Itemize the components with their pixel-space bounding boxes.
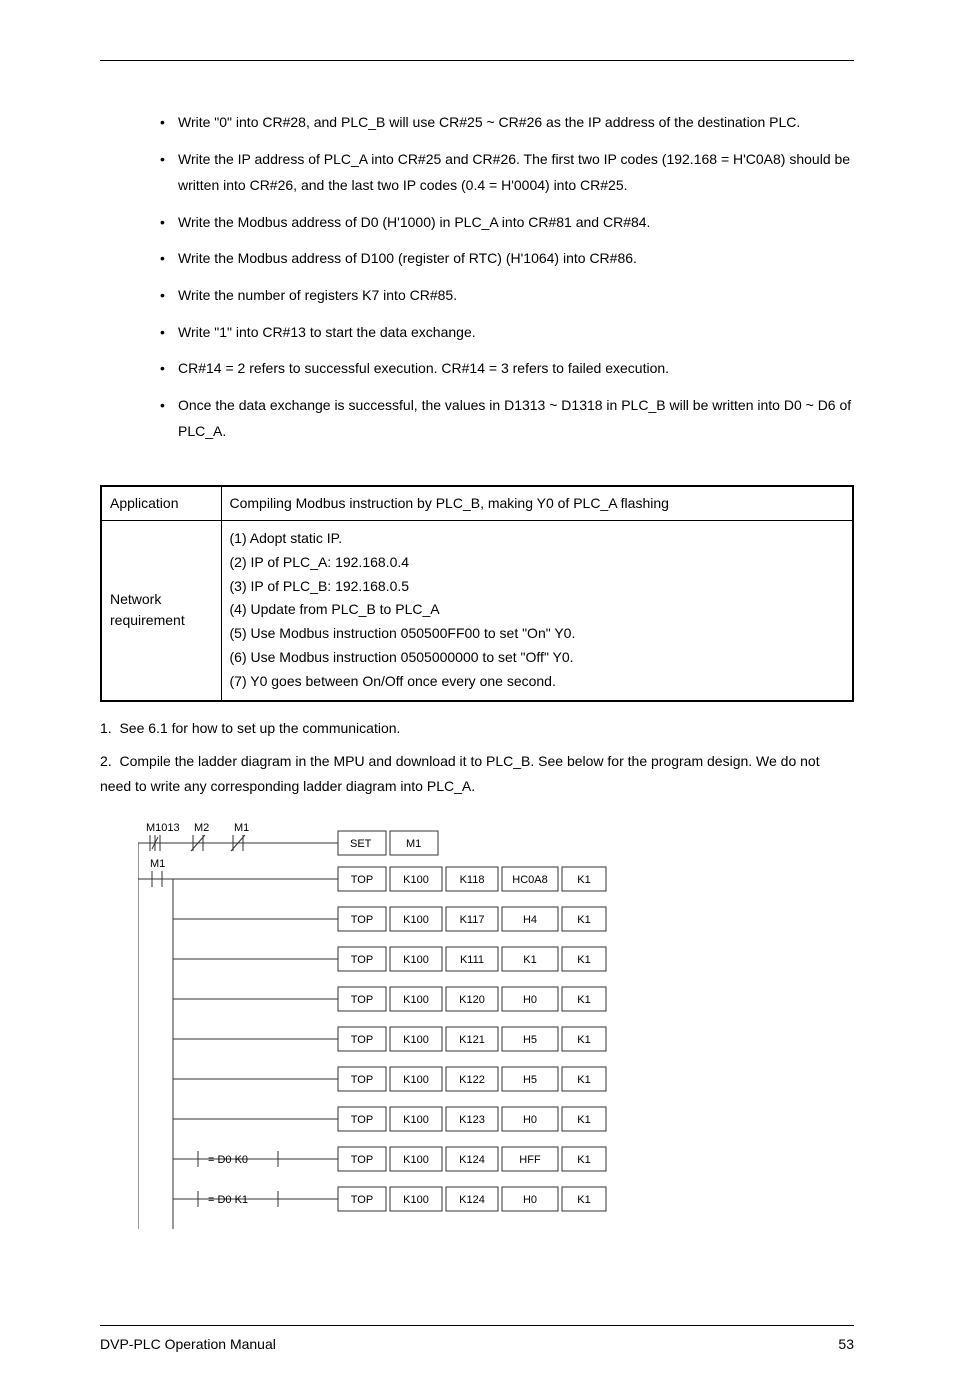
ladder-cell-text: K1 — [577, 954, 590, 966]
req-line: (6) Use Modbus instruction 0505000000 to… — [230, 646, 845, 670]
ladder-cell-text: K123 — [459, 1114, 485, 1126]
footer-left: DVP-PLC Operation Manual — [100, 1334, 276, 1355]
ladder-cell-text: K124 — [459, 1194, 485, 1206]
cell-application-label: Application — [101, 486, 221, 521]
ladder-cell-text: K100 — [403, 1034, 429, 1046]
ladder-cell-text: K122 — [459, 1074, 485, 1086]
ladder-cell-text: TOP — [351, 1154, 373, 1166]
ladder-cell-text: TOP — [351, 914, 373, 926]
table-row: Network requirement (1) Adopt static IP.… — [101, 520, 853, 700]
ladder-cell-text: K1 — [577, 1074, 590, 1086]
cell-network-value: (1) Adopt static IP. (2) IP of PLC_A: 19… — [221, 520, 853, 700]
ladder-cell-text: K1 — [577, 914, 590, 926]
ladder-cell-text: K1 — [577, 1194, 590, 1206]
ladder-cell-text: K100 — [403, 1074, 429, 1086]
ladder-cell-text: K118 — [460, 874, 485, 886]
bullet-list: Write "0" into CR#28, and PLC_B will use… — [100, 109, 854, 445]
ladder-cell-text: K120 — [459, 994, 485, 1006]
steps-list: 1. See 6.1 for how to set up the communi… — [100, 716, 854, 800]
bullet-item: Write the IP address of PLC_A into CR#25… — [160, 146, 854, 199]
ladder-cell-text: K100 — [403, 1154, 429, 1166]
bullet-item: Once the data exchange is successful, th… — [160, 392, 854, 445]
info-table: Application Compiling Modbus instruction… — [100, 485, 854, 702]
step-text: See 6.1 for how to set up the communicat… — [119, 720, 400, 736]
ladder-cell-text: K1 — [577, 874, 590, 886]
bullet-item: CR#14 = 2 refers to successful execution… — [160, 355, 854, 382]
ladder-label: M1 — [234, 822, 249, 834]
ladder-cell-text: TOP — [351, 1194, 373, 1206]
ladder-cell-text: TOP — [351, 994, 373, 1006]
step-item: 1. See 6.1 for how to set up the communi… — [100, 716, 854, 741]
ladder-cell-text: HC0A8 — [512, 874, 547, 886]
ladder-cell-text: K117 — [460, 914, 485, 926]
page-footer: DVP-PLC Operation Manual 53 — [100, 1325, 854, 1355]
ladder-cell-text: K121 — [459, 1034, 485, 1046]
ladder-op: SET — [350, 838, 372, 850]
ladder-cell-text: H5 — [523, 1034, 537, 1046]
step-idx: 2. — [100, 753, 112, 769]
req-line: (3) IP of PLC_B: 192.168.0.5 — [230, 575, 845, 599]
ladder-cell-text: K100 — [403, 914, 429, 926]
ladder-cell-text: H5 — [523, 1074, 537, 1086]
bullet-item: Write "1" into CR#13 to start the data e… — [160, 319, 854, 346]
step-idx: 1. — [100, 720, 112, 736]
bullet-item: Write the Modbus address of D0 (H'1000) … — [160, 209, 854, 236]
ladder-cell-text: TOP — [351, 1034, 373, 1046]
ladder-cell-text: TOP — [351, 1114, 373, 1126]
ladder-cell-text: K124 — [459, 1154, 485, 1166]
ladder-cell-text: K100 — [403, 1194, 429, 1206]
step-item: 2. Compile the ladder diagram in the MPU… — [100, 749, 854, 799]
ladder-cond: = D0 K0 — [208, 1154, 248, 1166]
bullet-item: Write the number of registers K7 into CR… — [160, 282, 854, 309]
ladder-cell-text: K1 — [577, 1154, 590, 1166]
ladder-cell-text: H4 — [523, 914, 537, 926]
ladder-cell-text: TOP — [351, 874, 373, 886]
cell-network-label: Network requirement — [101, 520, 221, 700]
ladder-cell-text: K1 — [523, 954, 536, 966]
top-rule — [100, 60, 854, 61]
step-text: Compile the ladder diagram in the MPU an… — [100, 753, 820, 794]
ladder-cell-text: TOP — [351, 1074, 373, 1086]
req-line: (5) Use Modbus instruction 050500FF00 to… — [230, 622, 845, 646]
ladder-cell-text: HFF — [519, 1154, 541, 1166]
ladder-label: M2 — [194, 822, 209, 834]
ladder-cell-text: K1 — [577, 1034, 590, 1046]
ladder-cell-text: K111 — [460, 954, 484, 966]
footer-right: 53 — [838, 1334, 854, 1355]
req-line: (1) Adopt static IP. — [230, 527, 845, 551]
ladder-cell-text: H0 — [523, 994, 537, 1006]
cell-application-value: Compiling Modbus instruction by PLC_B, m… — [221, 486, 853, 521]
bullet-item: Write the Modbus address of D100 (regist… — [160, 245, 854, 272]
req-line: (7) Y0 goes between On/Off once every on… — [230, 670, 845, 694]
ladder-label: M1013 — [146, 822, 180, 834]
ladder-cell-text: K1 — [577, 994, 590, 1006]
ladder-cell-text: H0 — [523, 1114, 537, 1126]
ladder-cell-text: K1 — [577, 1114, 590, 1126]
ladder-cell-text: K100 — [403, 954, 429, 966]
ladder-cond: = D0 K1 — [208, 1194, 248, 1206]
ladder-cell-text: H0 — [523, 1194, 537, 1206]
bullet-item: Write "0" into CR#28, and PLC_B will use… — [160, 109, 854, 136]
req-line: (2) IP of PLC_A: 192.168.0.4 — [230, 551, 845, 575]
ladder-arg: M1 — [406, 838, 421, 850]
ladder-cell-text: K100 — [403, 994, 429, 1006]
ladder-cell-text: K100 — [403, 874, 429, 886]
ladder-svg: .lt { font: 11px Arial; } .box { fill:#f… — [138, 819, 698, 1239]
ladder-cell-text: TOP — [351, 954, 373, 966]
ladder-cell-text: K100 — [403, 1114, 429, 1126]
ladder-m1: M1 — [150, 858, 165, 870]
ladder-diagram: .lt { font: 11px Arial; } .box { fill:#f… — [100, 819, 854, 1245]
table-row: Application Compiling Modbus instruction… — [101, 486, 853, 521]
req-line: (4) Update from PLC_B to PLC_A — [230, 598, 845, 622]
